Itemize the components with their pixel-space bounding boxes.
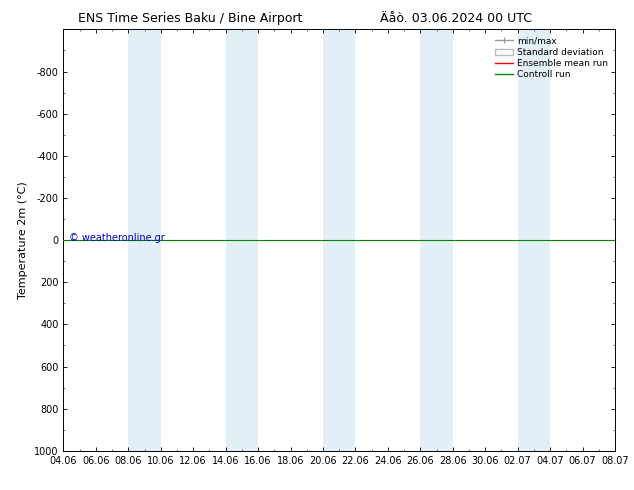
Bar [128, 29, 161, 451]
Text: Äåò. 03.06.2024 00 UTC: Äåò. 03.06.2024 00 UTC [380, 12, 533, 25]
Y-axis label: Temperature 2m (°C): Temperature 2m (°C) [18, 181, 29, 299]
Bar [615, 29, 634, 451]
Text: ENS Time Series Baku / Bine Airport: ENS Time Series Baku / Bine Airport [78, 12, 302, 25]
Bar [420, 29, 453, 451]
Bar [323, 29, 356, 451]
Text: © weatheronline.gr: © weatheronline.gr [69, 233, 165, 243]
Legend: min/max, Standard deviation, Ensemble mean run, Controll run: min/max, Standard deviation, Ensemble me… [493, 34, 611, 82]
Bar [517, 29, 550, 451]
Bar [226, 29, 258, 451]
